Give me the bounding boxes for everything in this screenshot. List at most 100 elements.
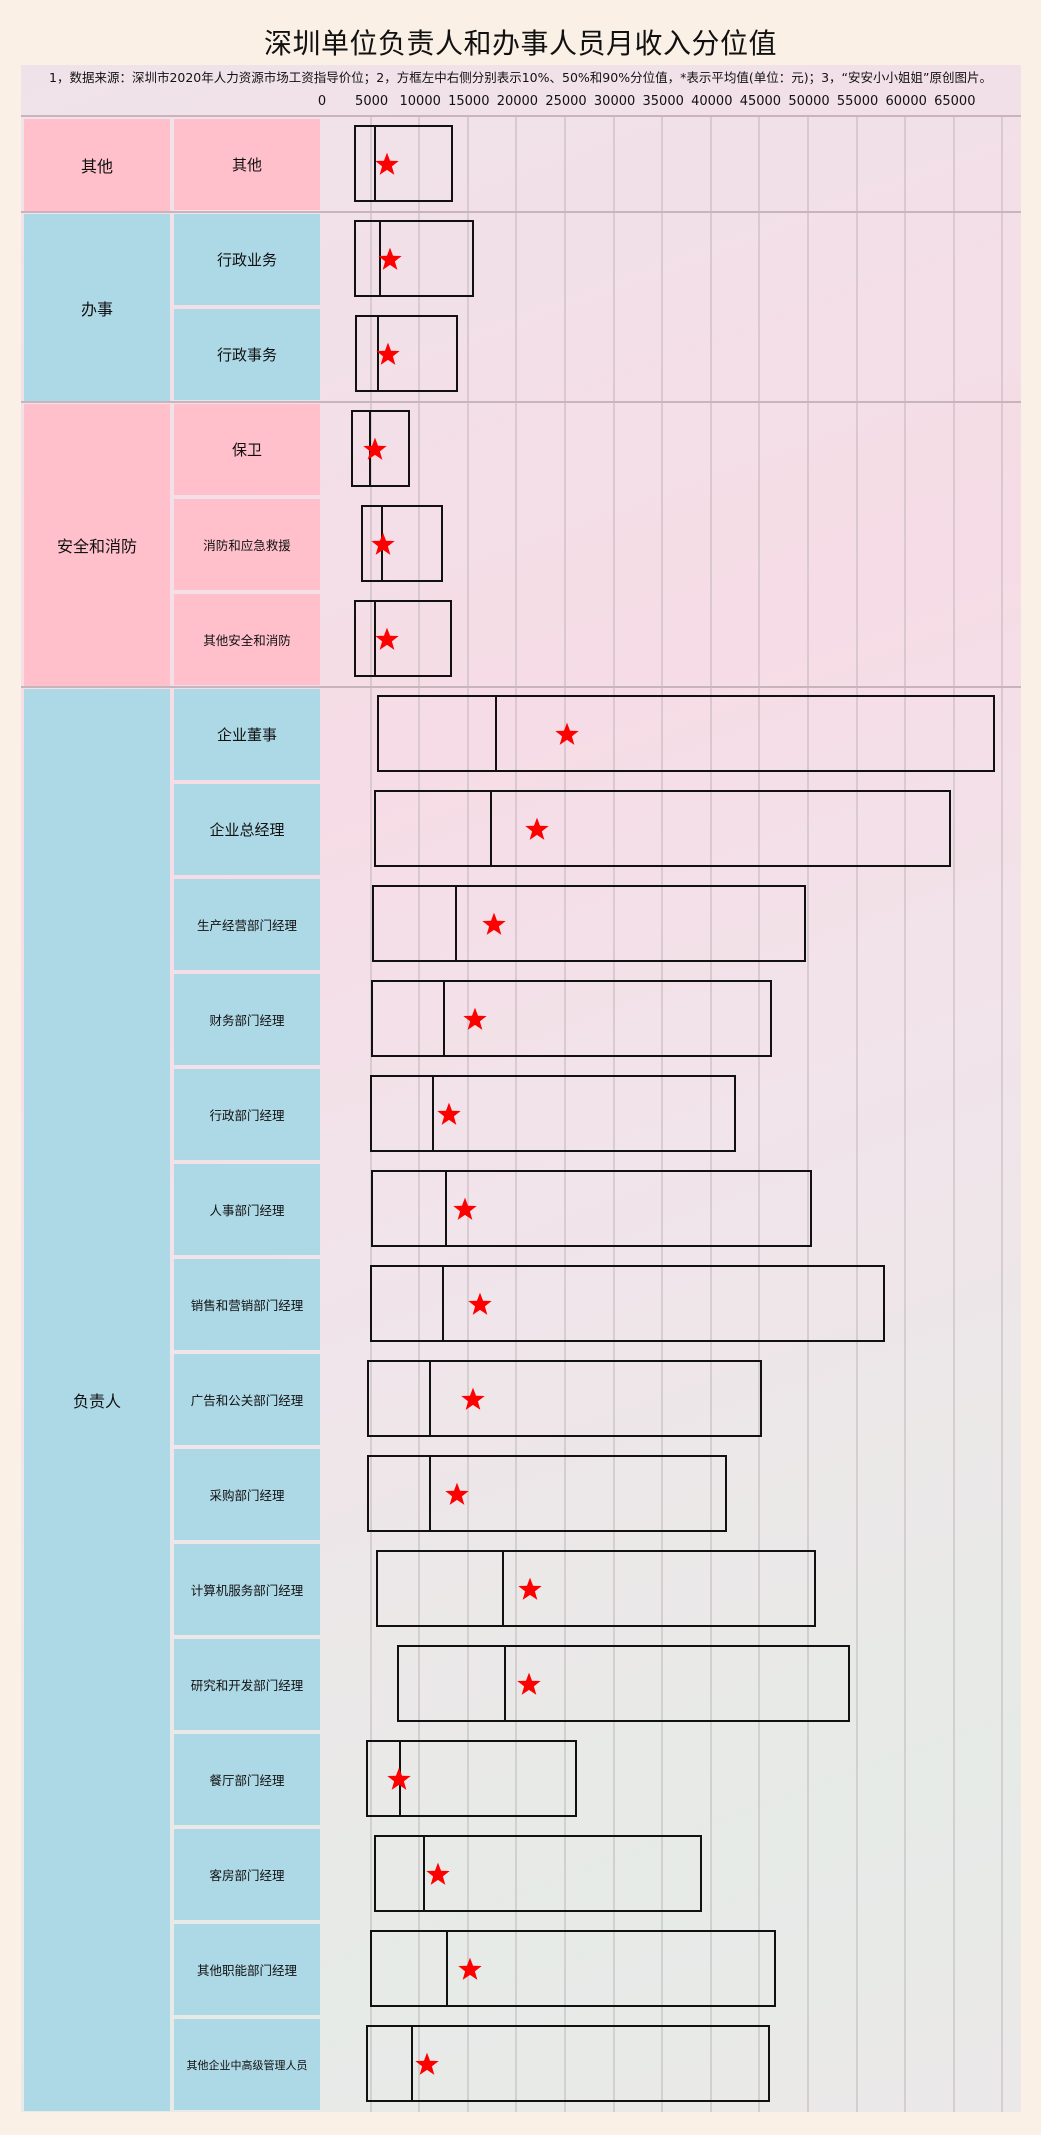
percentile-box bbox=[374, 790, 952, 867]
median-line bbox=[432, 1075, 434, 1152]
header-divider bbox=[21, 115, 1021, 117]
gridline bbox=[952, 117, 955, 2112]
occupation-label: 生产经营部门经理 bbox=[174, 879, 320, 970]
mean-star-icon bbox=[452, 1196, 478, 1222]
mean-star-icon bbox=[370, 531, 396, 557]
mean-star-icon bbox=[374, 626, 400, 652]
x-tick-label: 10000 bbox=[399, 94, 441, 109]
occupation-label: 研究和开发部门经理 bbox=[174, 1639, 320, 1730]
occupation-label: 采购部门经理 bbox=[174, 1449, 320, 1540]
mean-star-icon bbox=[467, 1291, 493, 1317]
mean-star-icon bbox=[386, 1766, 412, 1792]
gridline bbox=[466, 117, 469, 2112]
x-tick-label: 55000 bbox=[836, 94, 879, 109]
percentile-box bbox=[353, 125, 453, 202]
occupation-label: 行政业务 bbox=[174, 214, 320, 305]
occupation-label: 计算机服务部门经理 bbox=[174, 1544, 320, 1635]
x-tick-label: 20000 bbox=[496, 94, 539, 109]
mean-star-icon bbox=[436, 1101, 462, 1127]
x-tick-label: 30000 bbox=[593, 94, 636, 109]
gridline bbox=[709, 117, 712, 2112]
gridline bbox=[1001, 117, 1004, 2112]
mean-star-icon bbox=[374, 151, 400, 177]
percentile-box bbox=[350, 410, 410, 487]
percentile-box bbox=[355, 315, 458, 392]
occupation-label: 保卫 bbox=[174, 404, 320, 495]
median-line bbox=[501, 1550, 504, 1627]
mean-star-icon bbox=[377, 246, 403, 272]
gridline bbox=[661, 117, 664, 2112]
mean-star-icon bbox=[362, 436, 388, 462]
percentile-box bbox=[366, 2025, 771, 2102]
x-tick-label: 25000 bbox=[545, 94, 587, 109]
x-tick-label: 60000 bbox=[885, 94, 927, 109]
percentile-box bbox=[370, 1075, 737, 1152]
percentile-box bbox=[371, 885, 807, 962]
gridline bbox=[758, 117, 761, 2112]
mean-star-icon bbox=[414, 2051, 440, 2077]
gridline bbox=[418, 117, 421, 2112]
percentile-box bbox=[353, 220, 474, 297]
chart-note: 1，数据来源：深圳市2020年人力资源市场工资指导价位；2，方框左中右侧分别表示… bbox=[49, 70, 992, 85]
occupation-label: 广告和公关部门经理 bbox=[174, 1354, 320, 1445]
gridline bbox=[904, 117, 907, 2112]
occupation-label: 财务部门经理 bbox=[174, 974, 320, 1065]
occupation-label: 行政部门经理 bbox=[174, 1069, 320, 1160]
group-divider bbox=[21, 401, 1021, 403]
category-label: 办事 bbox=[24, 214, 170, 401]
percentile-box bbox=[367, 1360, 763, 1437]
percentile-box bbox=[370, 1170, 813, 1247]
percentile-box bbox=[366, 1740, 578, 1817]
mean-star-icon bbox=[457, 1956, 483, 1982]
gridline bbox=[855, 117, 858, 2112]
median-line bbox=[411, 2025, 413, 2102]
mean-star-icon bbox=[524, 816, 550, 842]
x-tick-label: 5000 bbox=[355, 94, 389, 109]
category-label: 安全和消防 bbox=[24, 404, 170, 686]
category-label: 负责人 bbox=[24, 689, 170, 2111]
x-tick-label: 50000 bbox=[788, 94, 830, 109]
percentile-box bbox=[374, 1835, 703, 1912]
percentile-box bbox=[367, 1455, 728, 1532]
mean-star-icon bbox=[375, 341, 401, 367]
gridline bbox=[612, 117, 615, 2112]
mean-star-icon bbox=[516, 1671, 542, 1697]
mean-star-icon bbox=[444, 1481, 470, 1507]
median-line bbox=[445, 1930, 448, 2007]
median-line bbox=[442, 980, 445, 1057]
percentile-box bbox=[353, 600, 453, 677]
gridline bbox=[807, 117, 809, 2112]
occupation-label: 其他安全和消防 bbox=[174, 594, 320, 685]
group-divider bbox=[21, 211, 1021, 213]
occupation-label: 其他 bbox=[174, 119, 320, 210]
mean-star-icon bbox=[554, 721, 580, 747]
occupation-label: 企业董事 bbox=[174, 689, 320, 780]
median-line bbox=[428, 1455, 431, 1532]
occupation-label: 人事部门经理 bbox=[174, 1164, 320, 1255]
percentile-box bbox=[370, 1265, 886, 1342]
group-divider bbox=[21, 686, 1021, 688]
median-line bbox=[373, 600, 376, 677]
occupation-label: 销售和营销部门经理 bbox=[174, 1259, 320, 1350]
median-line bbox=[428, 1360, 431, 1437]
median-line bbox=[423, 1835, 426, 1912]
x-tick-label: 40000 bbox=[691, 94, 733, 109]
x-tick-label: 35000 bbox=[642, 94, 684, 109]
median-line bbox=[442, 1265, 444, 1342]
median-line bbox=[373, 125, 376, 202]
mean-star-icon bbox=[462, 1006, 488, 1032]
mean-star-icon bbox=[517, 1576, 543, 1602]
occupation-label: 消防和应急救援 bbox=[174, 499, 320, 590]
percentile-box bbox=[377, 695, 996, 772]
median-line bbox=[504, 1645, 507, 1722]
median-line bbox=[445, 1170, 448, 1247]
percentile-box bbox=[376, 1550, 817, 1627]
gridline bbox=[564, 117, 566, 2112]
occupation-label: 企业总经理 bbox=[174, 784, 320, 875]
occupation-label: 餐厅部门经理 bbox=[174, 1734, 320, 1825]
category-label: 其他 bbox=[24, 119, 170, 211]
x-tick-label: 65000 bbox=[934, 94, 976, 109]
mean-star-icon bbox=[481, 911, 507, 937]
occupation-label: 行政事务 bbox=[174, 309, 320, 400]
x-tick-label: 15000 bbox=[448, 94, 490, 109]
